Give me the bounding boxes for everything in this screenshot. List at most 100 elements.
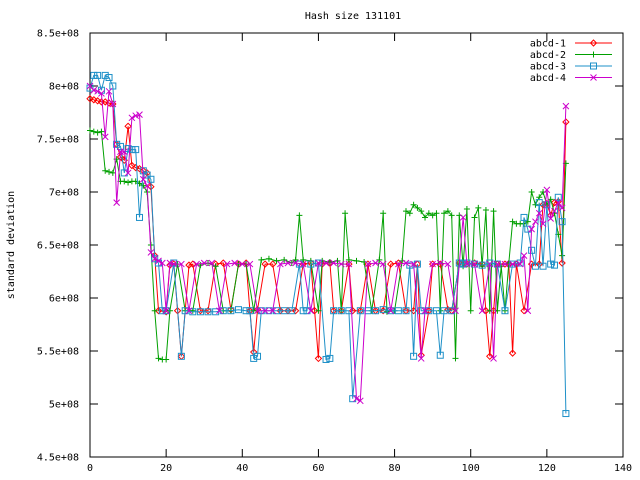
data-point-abcd-2 bbox=[326, 258, 333, 265]
data-point-abcd-4 bbox=[486, 260, 494, 268]
data-point-abcd-2 bbox=[98, 128, 105, 135]
y-tick-label: 5e+08 bbox=[49, 400, 79, 411]
data-point-abcd-4 bbox=[535, 209, 543, 217]
data-point-abcd-2 bbox=[422, 214, 429, 221]
axes: 0 20 40 60 80 100 120 140 4.5e+08 5e+08 5.5e+08 6e+… bbox=[37, 29, 632, 475]
data-point-abcd-4 bbox=[162, 307, 170, 315]
data-point-abcd-1 bbox=[189, 260, 197, 268]
data-point-abcd-2 bbox=[90, 128, 97, 135]
series-abcd-4 bbox=[86, 82, 570, 405]
data-point-abcd-3 bbox=[356, 307, 364, 315]
data-point-abcd-4 bbox=[395, 260, 402, 268]
data-point-abcd-1 bbox=[154, 307, 163, 315]
data-point-abcd-3 bbox=[147, 175, 155, 183]
data-point-abcd-1 bbox=[269, 260, 277, 268]
data-point-abcd-4 bbox=[509, 260, 516, 268]
data-point-abcd-2 bbox=[532, 201, 539, 208]
data-point-abcd-3 bbox=[250, 354, 258, 362]
data-point-abcd-3 bbox=[539, 262, 547, 270]
y-axis-label: standard deviation bbox=[6, 191, 17, 299]
data-point-abcd-3 bbox=[177, 352, 185, 360]
data-point-abcd-1 bbox=[185, 261, 193, 269]
data-point-abcd-2 bbox=[281, 256, 288, 263]
data-point-abcd-3 bbox=[196, 308, 204, 316]
legend-label-abcd-4: abcd-4 bbox=[530, 73, 566, 84]
data-point-abcd-4 bbox=[520, 252, 528, 259]
data-point-abcd-4 bbox=[501, 260, 509, 268]
data-point-abcd-4 bbox=[223, 260, 231, 268]
series-line-abcd-2 bbox=[89, 130, 567, 360]
data-point-abcd-1 bbox=[550, 198, 559, 207]
legend-marker-abcd-3 bbox=[590, 62, 597, 70]
data-point-abcd-4 bbox=[452, 307, 459, 315]
data-point-abcd-3 bbox=[234, 306, 242, 314]
data-point-abcd-4 bbox=[532, 218, 539, 226]
series-abcd-2 bbox=[87, 127, 569, 363]
data-point-abcd-4 bbox=[185, 307, 193, 315]
data-point-abcd-4 bbox=[292, 259, 299, 267]
data-point-abcd-4 bbox=[143, 182, 151, 189]
data-point-abcd-3 bbox=[379, 306, 387, 314]
chart-title: Hash size 131101 bbox=[305, 11, 401, 22]
data-point-abcd-4 bbox=[124, 169, 132, 177]
data-point-abcd-2 bbox=[121, 178, 128, 185]
data-point-abcd-3 bbox=[410, 352, 418, 360]
data-point-abcd-2 bbox=[482, 207, 489, 214]
data-point-abcd-3 bbox=[132, 146, 140, 154]
data-point-abcd-4 bbox=[193, 260, 200, 268]
data-point-abcd-2 bbox=[296, 212, 303, 219]
y-tick-label: 4.5e+08 bbox=[37, 453, 79, 464]
data-point-abcd-1 bbox=[558, 259, 566, 267]
data-point-abcd-4 bbox=[528, 225, 535, 233]
data-point-abcd-4 bbox=[379, 260, 387, 268]
data-point-abcd-4 bbox=[539, 220, 547, 228]
data-point-abcd-4 bbox=[139, 175, 147, 183]
data-point-abcd-3 bbox=[181, 307, 189, 315]
x-tick-label: 140 bbox=[614, 463, 632, 474]
data-point-abcd-3 bbox=[417, 307, 425, 315]
y-tick-label: 8e+08 bbox=[49, 82, 79, 93]
data-point-abcd-4 bbox=[543, 186, 551, 194]
data-point-abcd-4 bbox=[105, 87, 113, 95]
data-point-abcd-1 bbox=[520, 307, 528, 315]
data-point-abcd-1 bbox=[444, 305, 452, 314]
data-point-abcd-2 bbox=[380, 210, 387, 217]
data-point-abcd-1 bbox=[131, 163, 140, 172]
data-point-abcd-3 bbox=[516, 259, 524, 267]
data-point-abcd-4 bbox=[269, 307, 277, 315]
data-point-abcd-2 bbox=[433, 210, 440, 217]
data-point-abcd-4 bbox=[356, 397, 364, 405]
data-point-abcd-1 bbox=[387, 260, 395, 268]
x-tick-label: 40 bbox=[236, 463, 248, 474]
data-point-abcd-4 bbox=[113, 199, 121, 206]
data-point-abcd-3 bbox=[273, 307, 281, 315]
data-point-abcd-4 bbox=[337, 260, 345, 268]
data-point-abcd-2 bbox=[376, 256, 383, 263]
data-point-abcd-3 bbox=[105, 74, 113, 82]
data-point-abcd-3 bbox=[143, 171, 151, 179]
data-point-abcd-2 bbox=[315, 307, 322, 314]
data-point-abcd-3 bbox=[425, 307, 433, 315]
data-point-abcd-1 bbox=[204, 307, 212, 315]
y-tick-label: 6e+08 bbox=[49, 294, 79, 305]
data-point-abcd-1 bbox=[90, 96, 98, 104]
data-point-abcd-2 bbox=[273, 257, 280, 264]
data-point-abcd-2 bbox=[151, 307, 158, 314]
data-point-abcd-3 bbox=[128, 146, 136, 154]
data-point-abcd-1 bbox=[276, 307, 285, 315]
data-point-abcd-3 bbox=[554, 193, 562, 201]
data-point-abcd-3 bbox=[372, 307, 380, 315]
data-point-abcd-2 bbox=[155, 355, 162, 362]
data-point-abcd-4 bbox=[516, 260, 524, 268]
data-point-abcd-4 bbox=[90, 86, 98, 94]
data-point-abcd-1 bbox=[428, 260, 437, 268]
data-point-abcd-3 bbox=[94, 71, 102, 79]
legend-marker-abcd-2 bbox=[590, 51, 597, 58]
data-point-abcd-4 bbox=[364, 260, 372, 268]
data-point-abcd-3 bbox=[158, 307, 166, 315]
data-point-abcd-1 bbox=[261, 260, 269, 268]
legend-label-abcd-1: abcd-1 bbox=[530, 39, 566, 50]
data-point-abcd-3 bbox=[90, 71, 98, 79]
y-tick-label: 7e+08 bbox=[49, 188, 79, 199]
